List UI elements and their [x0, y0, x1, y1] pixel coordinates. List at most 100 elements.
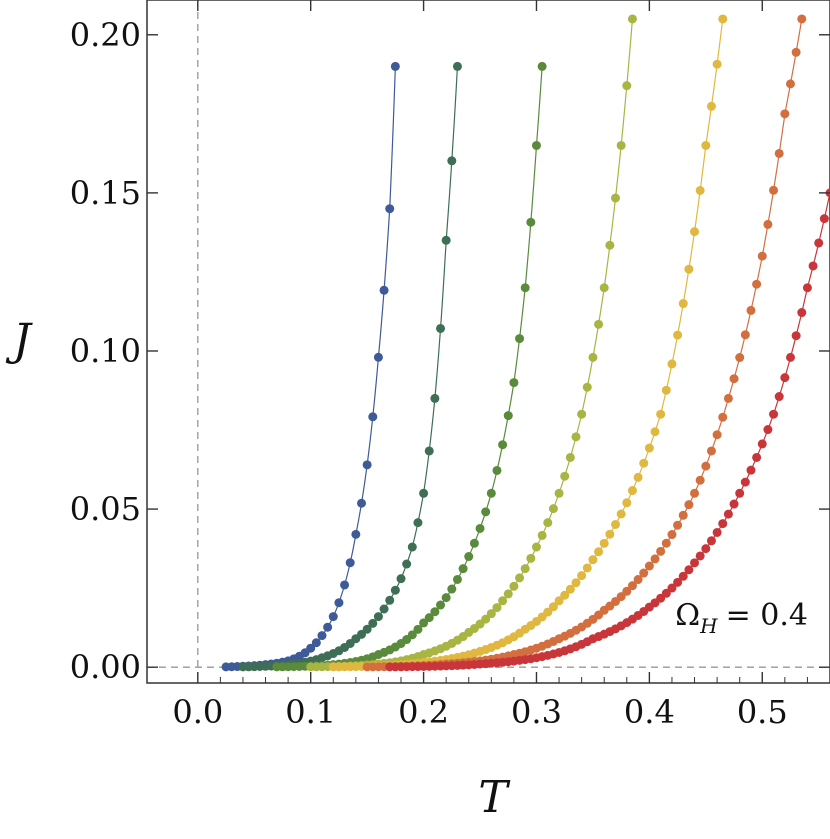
data-point — [684, 500, 694, 510]
data-point — [390, 61, 400, 71]
data-point — [588, 555, 598, 565]
data-point — [498, 596, 508, 606]
data-point — [706, 101, 716, 111]
data-point — [323, 622, 333, 632]
data-point — [814, 238, 824, 248]
x-tick-label: 0.1 — [285, 693, 336, 731]
x-axis-label: T — [478, 772, 511, 823]
data-point — [436, 600, 446, 610]
data-point — [735, 488, 745, 498]
data-point — [650, 554, 660, 564]
data-point — [317, 631, 327, 641]
data-point — [701, 461, 711, 471]
data-point — [780, 109, 790, 119]
data-point — [503, 411, 513, 421]
y-tick-label: 0.05 — [70, 490, 141, 528]
data-point — [464, 552, 474, 562]
data-point — [673, 577, 683, 587]
data-point — [548, 602, 558, 612]
data-point — [548, 504, 558, 514]
data-point — [509, 581, 519, 591]
data-point — [644, 561, 654, 571]
data-point — [661, 538, 671, 548]
data-point — [633, 575, 643, 585]
data-point — [515, 573, 525, 583]
data-point — [797, 308, 807, 318]
data-point — [667, 583, 677, 593]
data-point — [650, 427, 660, 437]
data-point — [571, 578, 581, 588]
series-5 — [328, 14, 728, 672]
data-point — [441, 593, 451, 603]
data-point — [379, 604, 389, 614]
data-point — [492, 603, 502, 613]
data-point — [605, 529, 615, 539]
data-point — [447, 156, 457, 166]
data-point — [661, 385, 671, 395]
data-point — [531, 140, 541, 150]
data-point — [543, 518, 553, 528]
data-point — [757, 439, 767, 449]
plot-area — [146, 0, 830, 684]
data-point — [520, 283, 530, 293]
data-point — [706, 446, 716, 456]
data-point — [605, 240, 615, 250]
data-point — [588, 352, 598, 362]
data-point — [712, 430, 722, 440]
data-point — [695, 551, 705, 561]
data-point — [368, 412, 378, 422]
data-point — [526, 217, 536, 227]
data-point — [334, 598, 344, 608]
data-point — [808, 261, 818, 271]
data-point — [797, 14, 807, 24]
data-point — [594, 547, 604, 557]
data-point — [718, 412, 728, 422]
data-point — [673, 520, 683, 530]
y-tick-label: 0.00 — [70, 648, 141, 686]
data-point — [701, 544, 711, 554]
data-point — [419, 488, 429, 498]
data-point — [565, 452, 575, 462]
data-point — [627, 14, 637, 24]
data-point — [554, 596, 564, 606]
data-point — [752, 452, 762, 462]
data-point — [622, 81, 632, 91]
data-point — [492, 465, 502, 475]
data-point — [740, 330, 750, 340]
x-tick-label: 0.5 — [737, 693, 788, 731]
data-point — [351, 529, 361, 539]
data-point — [763, 425, 773, 435]
data-point — [520, 564, 530, 574]
data-point — [515, 334, 525, 344]
data-point — [345, 558, 355, 568]
data-point — [565, 584, 575, 594]
data-point — [723, 509, 733, 519]
data-point — [656, 409, 666, 419]
data-point — [357, 498, 366, 508]
data-point — [723, 393, 733, 403]
data-point — [362, 624, 372, 634]
series-7 — [385, 188, 830, 672]
data-point — [644, 443, 654, 453]
data-point — [622, 498, 632, 508]
data-point — [430, 607, 440, 617]
data-point — [469, 538, 479, 548]
data-point — [306, 643, 316, 653]
data-point — [690, 488, 700, 498]
data-point — [328, 612, 338, 622]
x-tick-label: 0.3 — [511, 693, 562, 731]
data-point — [526, 553, 536, 563]
series-layer — [221, 14, 830, 672]
data-point — [684, 264, 694, 274]
data-point — [729, 499, 739, 509]
data-point — [611, 519, 620, 529]
data-point — [785, 79, 795, 89]
data-point — [684, 565, 694, 575]
annotation: ΩH = 0.4 — [675, 598, 808, 638]
data-point — [402, 559, 412, 569]
data-point — [718, 519, 728, 529]
data-point — [560, 471, 570, 481]
data-point — [486, 609, 496, 619]
series-2 — [238, 61, 462, 672]
